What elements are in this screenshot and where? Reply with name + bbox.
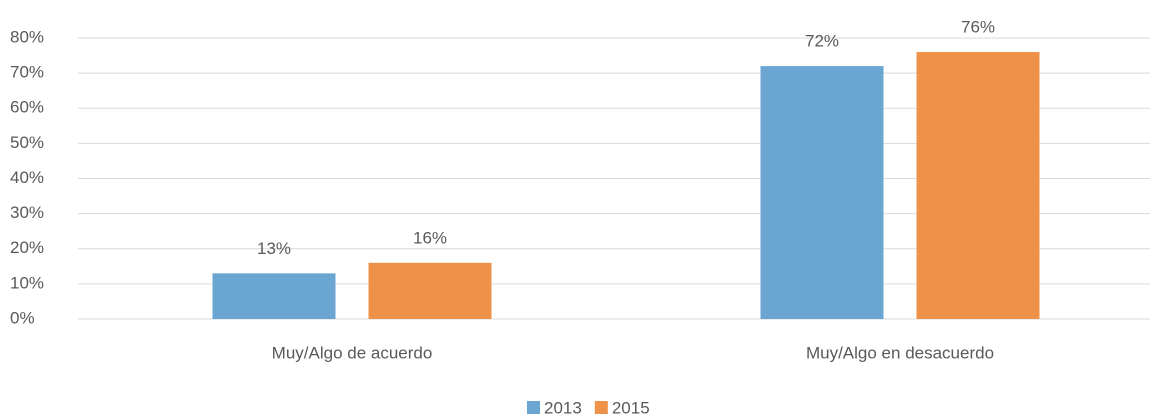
bar: [760, 66, 884, 319]
y-tick-label: 40%: [10, 168, 44, 187]
data-label: 13%: [257, 239, 291, 258]
data-label: 16%: [413, 228, 447, 247]
legend-swatch: [594, 401, 608, 414]
x-tick-label: Muy/Algo de acuerdo: [272, 343, 433, 362]
y-tick-label: 50%: [10, 133, 44, 152]
bar: [916, 52, 1040, 320]
legend-label: 2015: [612, 398, 650, 417]
y-tick-label: 20%: [10, 238, 44, 257]
y-tick-label: 10%: [10, 273, 44, 292]
x-tick-label: Muy/Algo en desacuerdo: [806, 343, 994, 362]
bar: [368, 262, 492, 319]
legend-label: 2013: [544, 398, 582, 417]
y-tick-label: 70%: [10, 63, 44, 82]
y-tick-label: 80%: [10, 27, 44, 46]
legend-swatch: [527, 401, 540, 414]
y-tick-label: 30%: [10, 203, 44, 222]
data-label: 76%: [961, 18, 995, 37]
y-tick-label: 0%: [10, 308, 35, 327]
bar: [212, 273, 336, 319]
data-label: 72%: [805, 32, 839, 51]
y-tick-label: 60%: [10, 98, 44, 117]
